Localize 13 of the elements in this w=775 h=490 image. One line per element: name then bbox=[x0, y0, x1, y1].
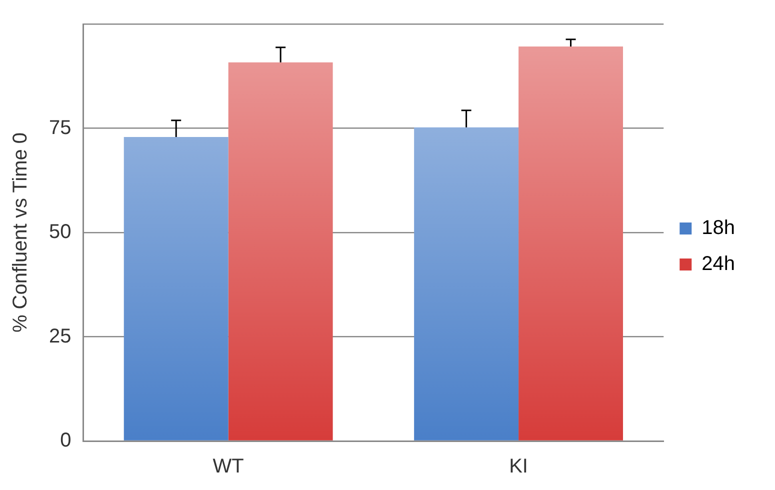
bar bbox=[518, 46, 624, 440]
legend-label: 24h bbox=[702, 253, 736, 276]
legend-label: 18h bbox=[702, 217, 736, 240]
y-tick-label: 50 bbox=[48, 221, 72, 244]
y-axis-title: % Confluent vs Time 0 bbox=[10, 132, 32, 333]
bar bbox=[124, 137, 228, 440]
y-tick-label: 75 bbox=[48, 116, 72, 139]
x-tick-label: KI bbox=[509, 456, 528, 478]
y-tick-label: 0 bbox=[60, 430, 72, 452]
x-tick-label: WT bbox=[212, 456, 244, 478]
y-tick-label: 25 bbox=[48, 325, 72, 348]
bar bbox=[414, 127, 519, 440]
bar bbox=[228, 62, 333, 440]
